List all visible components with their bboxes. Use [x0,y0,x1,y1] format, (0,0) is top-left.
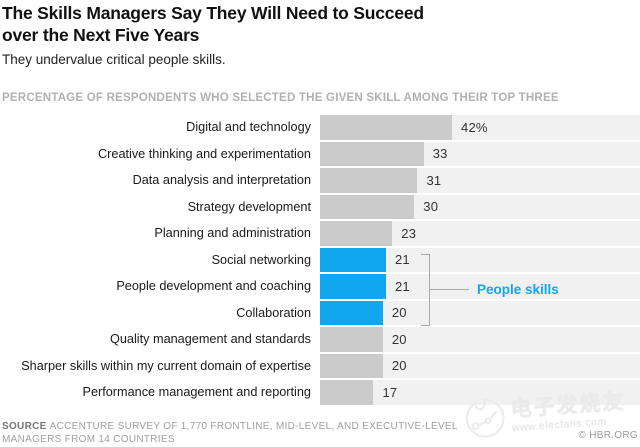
source-label: SOURCE [2,420,47,432]
bar-rows: Digital and technology 42% Creative thinki… [0,115,640,405]
bar-row: Data analysis and interpretation 31 [0,168,640,193]
bar [320,221,393,246]
category-label: Collaboration [236,305,311,320]
source-note: SOURCE ACCENTURE SURVEY OF 1,770 FRONTLIN… [0,420,460,447]
value-label: 17 [382,384,398,400]
value-label: 42% [461,119,488,135]
category-label: Data analysis and interpretation [132,173,311,188]
bar [320,168,418,193]
bar [320,141,424,167]
page-title: The Skills Managers Say They Will Need t… [2,2,640,46]
bar-track: 17 [320,380,640,405]
value-label: 20 [391,305,407,321]
value-label: 23 [401,225,417,241]
value-label: 21 [395,252,410,268]
bar [320,274,386,299]
category-label: Sharper skills within my current domain … [21,358,311,373]
chart-subtitle: They undervalue critical people skills. [2,52,226,68]
elecfans-watermark: 电子发烧友 www.elecfans.com [462,386,628,441]
category-label: Creative thinking and experimentation [98,146,311,161]
category-label: People development and coaching [116,279,311,294]
title-line-1: The Skills Managers Say They Will Need t… [2,3,424,23]
hbr-credit: © HBR.ORG [578,430,638,441]
bar-track: 33 [320,141,640,167]
bar-track: 20 [320,300,640,326]
source-text: ACCENTURE SURVEY OF 1,770 FRONTLINE, MID… [2,420,458,446]
bar [320,115,453,140]
bar-track: 20 [320,327,640,352]
header: The Skills Managers Say They Will Need t… [0,0,640,104]
category-label: Social networking [211,252,311,267]
bar-track: 20 [320,353,640,379]
bar-track: 42% [320,115,640,140]
bar [320,194,415,220]
axis-note: PERCENTAGE OF RESPONDENTS WHO SELECTED T… [2,92,559,105]
bar-track: 21 [320,247,640,273]
bar [320,353,383,379]
bar-track: 31 [320,168,640,193]
value-label: 20 [391,358,407,374]
category-label: Quality management and standards [109,332,311,347]
category-label: Strategy development [187,199,311,214]
elecfans-logo-icon [465,398,505,438]
bar-track: 21 [320,274,640,299]
bar [320,300,383,326]
bar-chart: Digital and technology 42% Creative thinki… [0,115,640,405]
bar-row: Sharper skills within my current domain … [0,353,640,379]
value-label: 30 [423,199,439,215]
bar [320,327,383,352]
watermark-text: 电子发烧友 www.elecfans.com [510,390,627,434]
value-label: 20 [391,331,407,347]
bar-row: Performance management and reporting 17 [0,380,640,405]
bar [320,380,374,405]
bar-row: Social networking 21 [0,247,640,273]
bar-row: Digital and technology 42% [0,115,640,140]
bar-row: Strategy development 30 [0,194,640,220]
value-label: 33 [432,146,448,162]
value-label: 21 [395,278,410,294]
bar-track: 23 [320,221,640,246]
bar-row: Creative thinking and experimentation 33 [0,141,640,167]
category-label: Performance management and reporting [82,385,311,400]
title-line-2: over the Next Five Years [2,25,200,46]
bar [320,247,386,273]
bar-track: 30 [320,194,640,220]
category-label: Digital and technology [186,120,311,135]
value-label: 31 [426,172,442,188]
category-label: Planning and administration [154,226,311,241]
bar-row: Quality management and standards 20 [0,327,640,352]
bar-row: Collaboration 20 [0,300,640,326]
bar-row: Planning and administration 23 [0,221,640,246]
bar-row: People development and coaching 21 [0,274,640,299]
